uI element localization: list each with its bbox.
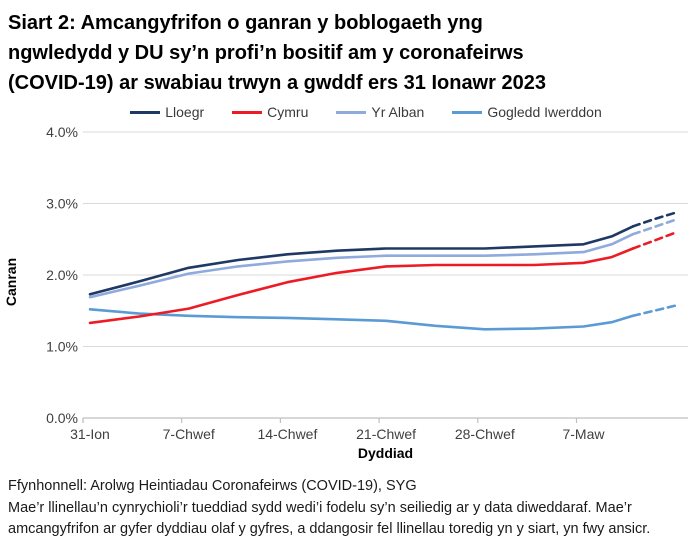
x-tick-label: 21-Chwef bbox=[356, 426, 416, 442]
x-tick-label: 7-Maw bbox=[562, 426, 605, 442]
series-line-solid-lloegr bbox=[88, 225, 635, 296]
chart-footer: Ffynhonnell: Arolwg Heintiadau Coronafei… bbox=[0, 464, 692, 540]
uncertainty-note: Mae’r llinellau’n cynrychioli’r tueddiad… bbox=[8, 500, 651, 537]
chart-title-line-2: ngwledydd y DU sy’n profi’n bositif am y… bbox=[8, 42, 524, 64]
series-line-solid-gogledd-iwerddon bbox=[88, 308, 635, 331]
legend-label: Lloegr bbox=[165, 104, 205, 120]
x-tick-label: 31-Ion bbox=[70, 426, 110, 442]
legend-item-cymru: Cymru bbox=[232, 104, 308, 120]
legend-line-swatch bbox=[232, 110, 263, 114]
legend-label: Yr Alban bbox=[371, 104, 425, 120]
line-chart-plot: 0.0% 1.0% 2.0% 3.0% 4.0% 31-Ion 7-Chwef 14-Chwe… bbox=[3, 124, 688, 461]
series-line-dashed-yr-alban bbox=[631, 218, 677, 236]
series-line-solid-cymru bbox=[88, 247, 635, 325]
y-axis-title: Canran bbox=[3, 258, 19, 306]
x-tick-label: 14-Chwef bbox=[257, 426, 317, 442]
x-tick-label: 7-Chwef bbox=[163, 426, 215, 442]
legend-item-yr-alban: Yr Alban bbox=[336, 104, 424, 120]
x-tick-label: 28-Chwef bbox=[455, 426, 515, 442]
chart-title-line-1: Siart 2: Amcangyfrifon o ganran y boblog… bbox=[8, 12, 483, 34]
series-line-dashed-lloegr bbox=[631, 211, 677, 228]
legend-line-swatch bbox=[130, 110, 161, 114]
series-line-dashed-cymru bbox=[631, 231, 677, 250]
legend-item-gogledd-iwerddon: Gogledd Iwerddon bbox=[452, 104, 602, 120]
source-note: Ffynhonnell: Arolwg Heintiadau Coronafei… bbox=[8, 478, 417, 494]
legend-line-swatch bbox=[336, 110, 367, 114]
y-tick-label: 3.0% bbox=[46, 196, 78, 212]
legend-label: Cymru bbox=[267, 104, 309, 120]
chart-title-line-3: (COVID-19) ar swabiau trwyn a gwddf ers … bbox=[8, 72, 546, 94]
x-axis-title: Dyddiad bbox=[358, 445, 413, 461]
legend-item-lloegr: Lloegr bbox=[130, 104, 204, 120]
series-line-dashed-gogledd-iwerddon bbox=[631, 304, 677, 318]
series-line-solid-yr-alban bbox=[88, 232, 635, 299]
chart-legend: Lloegr Cymru Yr Alban Gogledd Iwerddon bbox=[40, 102, 692, 122]
y-tick-label: 2.0% bbox=[46, 267, 78, 283]
y-tick-label: 0.0% bbox=[46, 410, 78, 426]
y-tick-label: 4.0% bbox=[46, 124, 78, 140]
y-tick-label: 1.0% bbox=[46, 339, 78, 355]
chart-title: Siart 2: Amcangyfrifon o ganran y boblog… bbox=[0, 0, 692, 98]
legend-line-swatch bbox=[452, 110, 483, 114]
legend-label: Gogledd Iwerddon bbox=[487, 104, 602, 120]
